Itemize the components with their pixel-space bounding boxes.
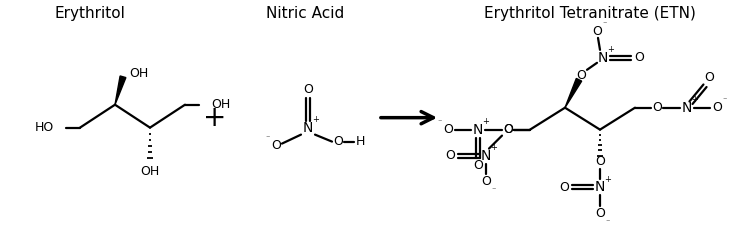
Text: O: O	[576, 69, 586, 82]
Text: O: O	[704, 71, 714, 84]
Text: N: N	[598, 51, 608, 65]
Text: ⁻: ⁻	[266, 133, 270, 142]
Text: O: O	[333, 135, 343, 148]
Text: OH: OH	[129, 67, 149, 80]
Text: N: N	[481, 148, 491, 163]
Text: +: +	[692, 95, 698, 104]
Text: ⁻: ⁻	[603, 20, 608, 28]
Text: +: +	[604, 175, 611, 184]
Text: +: +	[608, 45, 614, 54]
Text: Erythritol Tetranitrate (ETN): Erythritol Tetranitrate (ETN)	[484, 6, 696, 22]
Text: Erythritol: Erythritol	[55, 6, 125, 22]
Text: +: +	[313, 115, 320, 124]
Text: N: N	[595, 180, 605, 195]
Text: O: O	[473, 159, 483, 172]
Text: ⁻: ⁻	[606, 217, 610, 226]
Text: O: O	[443, 123, 453, 136]
Text: O: O	[503, 123, 513, 136]
Text: H: H	[356, 135, 364, 148]
Text: N: N	[472, 123, 483, 137]
Text: OH: OH	[140, 165, 160, 178]
Text: O: O	[595, 155, 605, 168]
Text: O: O	[271, 139, 281, 152]
Text: +: +	[482, 117, 490, 126]
Text: O: O	[592, 25, 602, 38]
Text: ⁻: ⁻	[723, 95, 728, 104]
Text: ⁻: ⁻	[438, 117, 442, 126]
Text: N: N	[303, 121, 313, 135]
Text: O: O	[634, 51, 644, 64]
Text: O: O	[303, 83, 313, 96]
Text: O: O	[652, 101, 662, 114]
Text: O: O	[445, 149, 455, 162]
Text: O: O	[503, 123, 513, 136]
Text: +: +	[490, 143, 497, 152]
Text: HO: HO	[34, 121, 54, 134]
Text: Nitric Acid: Nitric Acid	[266, 6, 344, 22]
Text: ⁻: ⁻	[492, 185, 496, 194]
Text: O: O	[481, 175, 491, 188]
Text: O: O	[712, 101, 722, 114]
Text: N: N	[682, 101, 692, 115]
Polygon shape	[115, 76, 126, 105]
Text: OH: OH	[211, 98, 230, 111]
Text: O: O	[559, 181, 569, 194]
Text: O: O	[595, 207, 605, 220]
Text: +: +	[203, 104, 226, 132]
Polygon shape	[565, 79, 582, 108]
